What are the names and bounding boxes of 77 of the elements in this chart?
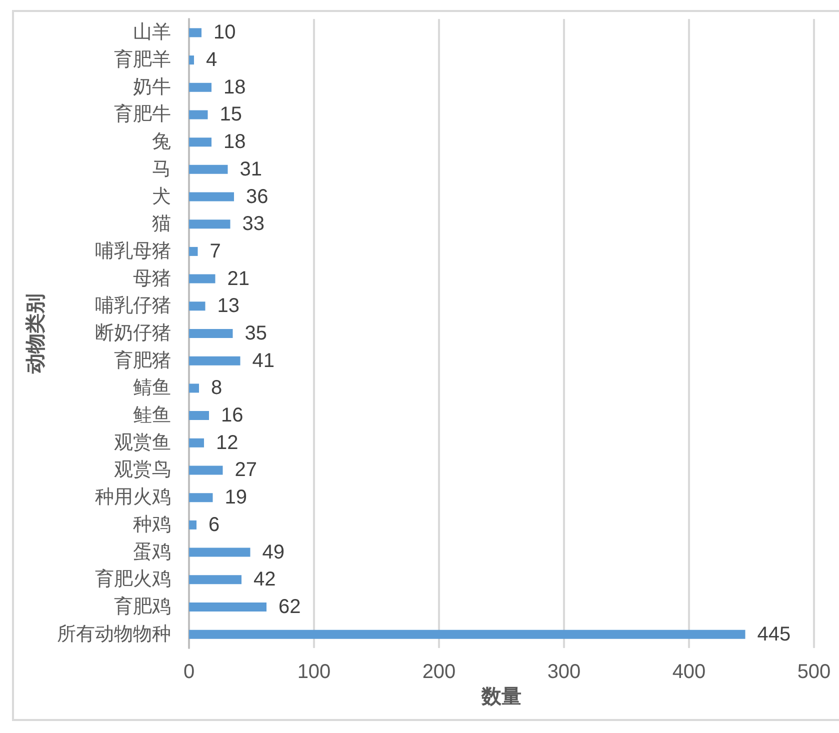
data-label: 21 <box>227 268 250 290</box>
y-axis-title: 动物类别 <box>25 294 48 374</box>
y-tick-label: 马 <box>152 158 171 180</box>
data-label: 16 <box>221 404 244 427</box>
bar <box>189 575 242 584</box>
y-tick-label: 育肥鸡 <box>114 595 171 618</box>
x-tick-label: 200 <box>422 661 456 683</box>
bar <box>189 220 230 229</box>
y-tick-label: 奶牛 <box>133 76 171 98</box>
y-tick-label: 鲑鱼 <box>133 405 171 426</box>
data-label: 41 <box>252 350 274 372</box>
bar <box>189 246 198 256</box>
x-tick-label: 500 <box>797 661 831 683</box>
bar <box>189 548 250 557</box>
y-tick-label: 兔 <box>152 132 171 153</box>
bar <box>189 438 204 448</box>
bar <box>189 302 206 311</box>
bar <box>189 82 212 92</box>
bar <box>189 520 196 530</box>
y-tick-label: 断奶仔猪 <box>95 323 171 344</box>
data-label: 15 <box>220 104 242 126</box>
data-label: 6 <box>208 514 220 536</box>
y-tick-label: 观赏鱼 <box>114 432 171 454</box>
x-axis-title: 数量 <box>480 686 522 708</box>
bar <box>189 28 202 38</box>
x-tick-label: 300 <box>547 661 581 683</box>
x-tick-label: 100 <box>297 661 331 683</box>
data-label: 12 <box>216 432 238 454</box>
bar <box>189 110 208 120</box>
data-label: 19 <box>224 486 247 509</box>
y-tick-label: 育肥火鸡 <box>95 568 171 590</box>
bar <box>189 384 199 393</box>
y-tick-label: 犬 <box>152 186 171 208</box>
data-label: 33 <box>242 213 264 236</box>
data-label: 4 <box>206 49 218 72</box>
bar <box>189 602 266 612</box>
bar <box>189 138 212 147</box>
data-label: 13 <box>217 295 240 318</box>
y-tick-label: 蛋鸡 <box>133 542 171 563</box>
data-label: 10 <box>214 22 236 44</box>
bar <box>189 274 216 284</box>
y-tick-label: 育肥羊 <box>114 48 171 71</box>
y-tick-label: 哺乳母猪 <box>95 240 171 262</box>
data-label: 18 <box>224 131 246 154</box>
x-tick-label: 400 <box>672 661 706 683</box>
y-tick-label: 哺乳仔猪 <box>95 296 171 317</box>
bar <box>189 356 240 366</box>
bar <box>189 493 213 502</box>
bar <box>189 466 223 475</box>
y-tick-label: 育肥牛 <box>114 103 171 126</box>
y-tick-label: 种用火鸡 <box>95 487 171 508</box>
y-tick-label: 育肥猪 <box>114 349 171 372</box>
data-label: 49 <box>262 541 284 564</box>
data-label: 7 <box>210 240 221 262</box>
bar <box>189 630 746 639</box>
data-label: 27 <box>234 459 257 482</box>
data-label: 36 <box>246 186 268 208</box>
data-label: 62 <box>278 596 301 618</box>
y-tick-label: 猫 <box>152 214 171 235</box>
bar <box>189 192 234 202</box>
y-tick-label: 所有动物物种 <box>57 624 171 645</box>
y-tick-label: 鲭鱼 <box>133 378 171 399</box>
y-tick-label: 观赏鸟 <box>114 460 171 481</box>
bar <box>189 411 209 420</box>
data-label: 18 <box>224 76 246 98</box>
bar <box>189 56 194 65</box>
y-tick-label: 种鸡 <box>133 514 171 536</box>
data-label: 42 <box>254 568 276 591</box>
x-tick-label: 0 <box>183 661 195 683</box>
bar <box>189 164 228 174</box>
data-label: 445 <box>757 623 791 646</box>
y-tick-label: 山羊 <box>133 22 171 44</box>
data-label: 8 <box>211 377 222 400</box>
bar <box>189 329 233 338</box>
data-label: 35 <box>244 322 267 344</box>
data-label: 31 <box>240 158 262 180</box>
y-tick-label: 母猪 <box>133 268 171 290</box>
